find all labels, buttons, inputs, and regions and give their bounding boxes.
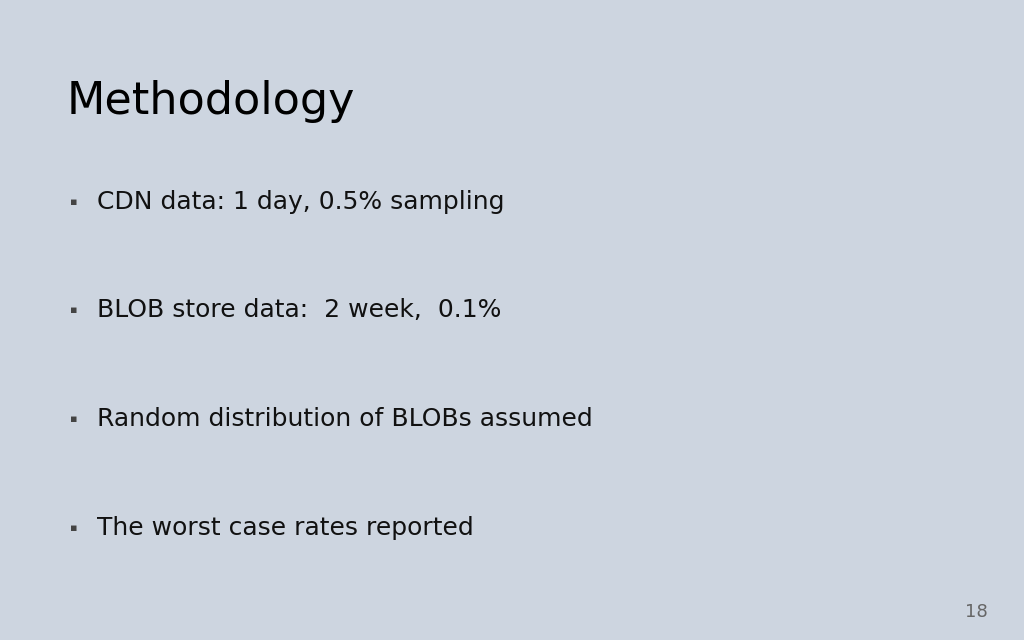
Text: BLOB store data:  2 week,  0.1%: BLOB store data: 2 week, 0.1% <box>97 298 502 323</box>
Text: ▪: ▪ <box>70 196 77 207</box>
Text: ▪: ▪ <box>70 523 77 533</box>
Text: CDN data: 1 day, 0.5% sampling: CDN data: 1 day, 0.5% sampling <box>97 189 505 214</box>
Text: Random distribution of BLOBs assumed: Random distribution of BLOBs assumed <box>97 407 593 431</box>
Text: 18: 18 <box>966 603 988 621</box>
Text: ▪: ▪ <box>70 414 77 424</box>
Text: ▪: ▪ <box>70 305 77 316</box>
Text: The worst case rates reported: The worst case rates reported <box>97 516 474 540</box>
Text: Methodology: Methodology <box>67 80 355 123</box>
